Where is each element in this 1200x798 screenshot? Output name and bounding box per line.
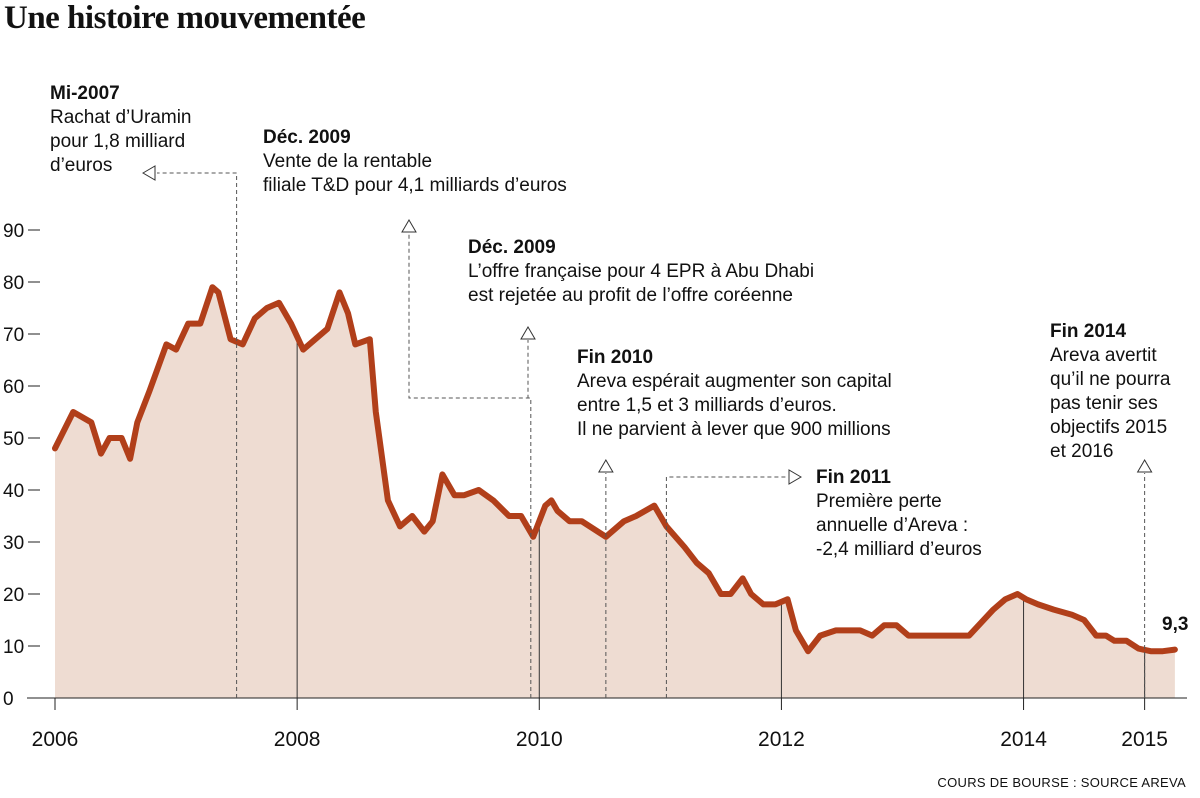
annotation-heading: Fin 2011 [816, 467, 891, 488]
line-layer [52, 284, 1178, 655]
leader-line-dec-2009-epr [527, 340, 529, 399]
x-tick-label: 2014 [1000, 728, 1047, 751]
pointer-dec-2009-td [401, 219, 417, 233]
annotation-line: Il ne parvient à lever que 900 millions [577, 419, 891, 440]
annotation-line: Rachat d’Uramin [50, 107, 192, 128]
annotation-line: Areva avertit [1050, 345, 1157, 366]
annotation-line: Vente de la rentable [263, 151, 433, 172]
annotation-line: pour 1,8 milliard [50, 131, 186, 152]
x-tick-label: 2006 [32, 728, 79, 751]
annotation-dec-2009-epr: Déc. 2009 L’offre française pour 4 EPR à… [468, 236, 814, 308]
dropline-layer [296, 336, 1146, 698]
x-tick-label: 2015 [1121, 728, 1168, 751]
annotation-line: entre 1,5 et 3 milliards d’euros. [577, 395, 837, 416]
x-tick-label: 2012 [758, 728, 805, 751]
annotation-line: est rejetée au profit de l’offre coréenn… [468, 285, 793, 306]
annotation-line: -2,4 milliard d’euros [816, 539, 982, 560]
y-tick-label: 70 [3, 325, 24, 346]
annotation-line: qu’il ne pourra [1050, 369, 1171, 390]
y-tick-label: 20 [3, 585, 24, 606]
pointer-mi-2007 [142, 165, 156, 181]
y-tick-label: 80 [3, 273, 24, 294]
annotation-line: L’offre française pour 4 EPR à Abu Dhabi [468, 261, 815, 282]
annotation-heading: Déc. 2009 [263, 127, 351, 148]
annotation-heading: Fin 2014 [1050, 321, 1127, 342]
pointer-dec-2009-epr [520, 326, 536, 340]
source-note: COURS DE BOURSE : SOURCE AREVA [937, 775, 1186, 790]
annotation-line: objectifs 2015 [1050, 417, 1168, 438]
annotation-line: et 2016 [1050, 441, 1114, 462]
leader-layer [142, 165, 1153, 698]
leader-line-mi-2007 [157, 172, 238, 698]
annotation-line: filiale T&D pour 4,1 milliards d’euros [263, 175, 567, 196]
area-fill [55, 287, 1175, 698]
annotation-line: Première perte [816, 491, 942, 512]
y-tick-label: 50 [3, 429, 24, 450]
pointer-fin-2010 [597, 459, 614, 473]
area-layer [55, 287, 1175, 698]
axis-layer: 0 10 20 30 40 50 60 70 80 90 2006 2008 2010 2012 2014 2… [3, 221, 1187, 751]
x-tick-label: 2010 [516, 728, 563, 751]
annotation-heading: Déc. 2009 [468, 237, 556, 258]
pointer-fin-2011 [788, 469, 802, 485]
final-value-label: 9,3 [1162, 614, 1189, 635]
annotation-fin-2010: Fin 2010 Areva espérait augmenter son ca… [577, 346, 892, 442]
y-tick-label: 60 [3, 377, 24, 398]
annotation-fin-2011: Fin 2011 Première perte annuelle d’Areva… [816, 466, 982, 562]
annotation-line: annuelle d’Areva : [816, 515, 969, 536]
annotation-mi-2007: Mi-2007 Rachat d’Uramin pour 1,8 milliar… [50, 82, 192, 178]
y-tick-label: 90 [3, 221, 24, 242]
annotation-line: pas tenir ses [1050, 393, 1158, 414]
chart-title: Une histoire mouvementée [4, 0, 366, 36]
leader-line-dec-2009-td [408, 233, 532, 698]
y-tick-label: 40 [3, 481, 24, 502]
annotation-heading: Mi-2007 [50, 83, 120, 104]
x-tick-label: 2008 [274, 728, 321, 751]
leader-line-fin-2011 [665, 476, 787, 698]
annotation-line: Areva espérait augmenter son capital [577, 371, 892, 392]
pointer-fin-2014 [1136, 459, 1153, 473]
y-tick-label: 0 [3, 689, 14, 710]
annotation-heading: Fin 2010 [577, 347, 654, 368]
annotation-fin-2014: Fin 2014 Areva avertit qu’il ne pourra p… [1050, 320, 1170, 464]
annotation-dec-2009-td: Déc. 2009 Vente de la rentable filiale T… [263, 126, 567, 198]
y-tick-label: 30 [3, 533, 24, 554]
y-tick-label: 10 [3, 637, 24, 658]
price-line [52, 284, 1178, 655]
annotation-line: d’euros [50, 155, 113, 176]
